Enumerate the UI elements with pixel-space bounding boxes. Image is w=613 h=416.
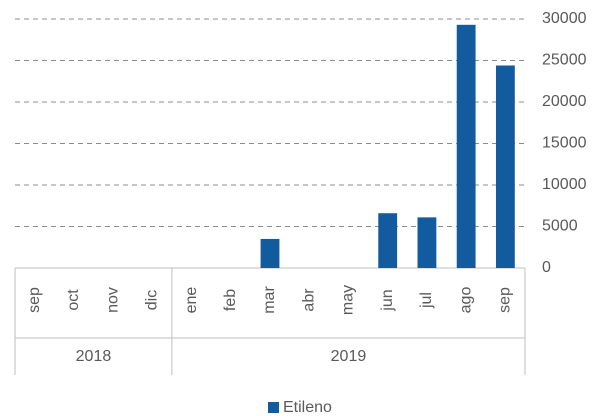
bar xyxy=(456,24,476,269)
x-tick-label: ago xyxy=(457,287,474,314)
x-tick-label: dic xyxy=(144,290,161,310)
y-tick-label: 20000 xyxy=(542,93,587,110)
x-tick-label: oct xyxy=(65,289,82,311)
legend-swatch xyxy=(268,402,279,413)
y-tick-label: 0 xyxy=(542,259,551,276)
x-tick-label: mar xyxy=(261,286,278,314)
y-tick-label: 5000 xyxy=(542,218,578,235)
x-tick-label: jul xyxy=(418,292,435,309)
bar xyxy=(417,217,437,268)
y-tick-label: 15000 xyxy=(542,135,587,152)
x-tick-label: sep xyxy=(497,287,514,313)
x-tick-label: abr xyxy=(300,288,317,312)
legend-label: Etileno xyxy=(283,399,332,416)
group-label: 2019 xyxy=(331,348,367,365)
x-tick-label: feb xyxy=(222,289,239,311)
bar xyxy=(378,213,398,268)
x-tick-label: jun xyxy=(379,289,396,311)
x-tick-label: sep xyxy=(26,287,43,313)
y-tick-label: 30000 xyxy=(542,10,587,27)
bar xyxy=(495,65,515,268)
x-tick-label: ene xyxy=(183,287,200,314)
x-tick-label: nov xyxy=(104,287,121,313)
group-label: 2018 xyxy=(76,348,112,365)
x-tick-label: may xyxy=(340,285,357,315)
y-tick-label: 25000 xyxy=(542,52,587,69)
bar xyxy=(260,238,280,268)
y-tick-label: 10000 xyxy=(542,176,587,193)
